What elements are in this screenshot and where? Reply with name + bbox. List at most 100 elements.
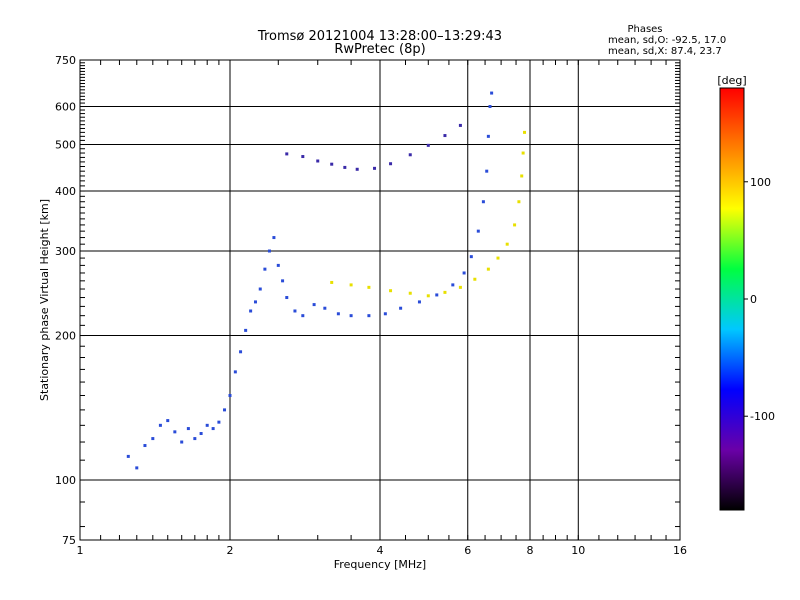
data-point bbox=[233, 370, 237, 374]
colorbar-tick-label: 100 bbox=[750, 176, 771, 189]
data-point bbox=[521, 151, 525, 155]
data-point bbox=[285, 152, 289, 156]
data-point bbox=[367, 285, 371, 289]
data-point bbox=[158, 423, 162, 427]
data-point bbox=[488, 105, 492, 109]
legend-heading: Phases bbox=[627, 24, 662, 35]
data-point bbox=[426, 294, 430, 298]
legend-line-x: mean, sd,X: 87.4, 23.7 bbox=[608, 46, 722, 57]
data-point bbox=[336, 312, 340, 316]
data-point bbox=[383, 312, 387, 316]
data-point bbox=[486, 134, 490, 138]
data-point bbox=[180, 440, 184, 444]
data-point bbox=[301, 155, 305, 159]
y-tick-label: 600 bbox=[55, 101, 76, 114]
data-point bbox=[316, 159, 320, 163]
data-point bbox=[228, 394, 232, 398]
data-point bbox=[244, 328, 248, 332]
y-tick-label: 400 bbox=[55, 185, 76, 198]
data-point bbox=[481, 200, 485, 204]
x-tick-label: 1 bbox=[77, 544, 84, 557]
data-point bbox=[517, 200, 521, 204]
data-point bbox=[486, 267, 490, 271]
y-tick-label: 100 bbox=[55, 474, 76, 487]
data-point bbox=[389, 289, 393, 293]
data-point bbox=[166, 419, 170, 423]
data-point bbox=[126, 454, 130, 458]
y-axis-label: Stationary phase Virtual Height [km] bbox=[38, 199, 51, 401]
data-point bbox=[490, 91, 494, 95]
data-point bbox=[330, 162, 334, 166]
phase-colorbar: [deg] 100 0 -100 bbox=[717, 74, 775, 511]
y-tick-label: 200 bbox=[55, 330, 76, 343]
data-points bbox=[126, 91, 527, 470]
data-point bbox=[349, 314, 353, 318]
colorbar-tick-label: 0 bbox=[750, 293, 757, 306]
data-point bbox=[211, 427, 215, 431]
data-point bbox=[349, 283, 353, 287]
data-point bbox=[199, 432, 203, 436]
data-point bbox=[496, 256, 500, 260]
data-point bbox=[367, 314, 371, 318]
data-point bbox=[143, 444, 147, 448]
y-tick-label: 750 bbox=[55, 54, 76, 67]
x-tick-label: 6 bbox=[464, 544, 471, 557]
data-point bbox=[301, 314, 305, 318]
data-point bbox=[443, 134, 447, 138]
x-tick-label: 4 bbox=[377, 544, 384, 557]
data-point bbox=[258, 287, 262, 291]
data-point bbox=[205, 423, 209, 427]
x-tick-label: 2 bbox=[227, 544, 234, 557]
chart-title: Tromsø 20121004 13:28:00–13:29:43 bbox=[257, 29, 502, 44]
data-point bbox=[399, 306, 403, 310]
data-point bbox=[408, 291, 412, 295]
data-point bbox=[239, 350, 243, 354]
data-point bbox=[223, 408, 227, 412]
data-point bbox=[193, 437, 197, 441]
data-point bbox=[151, 437, 155, 441]
data-point bbox=[373, 166, 377, 170]
data-point bbox=[473, 277, 477, 281]
data-point bbox=[186, 427, 190, 431]
data-point bbox=[426, 143, 430, 147]
data-point bbox=[451, 283, 455, 287]
data-point bbox=[253, 300, 257, 304]
data-point bbox=[458, 285, 462, 289]
data-point bbox=[249, 309, 253, 313]
data-point bbox=[355, 167, 359, 171]
plot-area: 1 2 4 6 8 10 16 75 100 200 300 400 500 600 750 bbox=[55, 54, 687, 557]
y-tick-label: 500 bbox=[55, 139, 76, 152]
data-point bbox=[276, 263, 280, 267]
data-point bbox=[330, 280, 334, 284]
chart-subtitle: RwPretec (8p) bbox=[334, 42, 425, 57]
data-point bbox=[476, 229, 480, 233]
colorbar-label: [deg] bbox=[717, 74, 746, 87]
colorbar-strip bbox=[719, 87, 745, 511]
data-point bbox=[263, 267, 267, 271]
x-axis-label: Frequency [MHz] bbox=[334, 558, 426, 571]
data-point bbox=[135, 466, 139, 470]
x-tick-label: 10 bbox=[571, 544, 585, 557]
data-point bbox=[217, 420, 221, 424]
y-tick-label: 300 bbox=[55, 245, 76, 258]
data-point bbox=[513, 223, 517, 227]
data-point bbox=[520, 174, 524, 178]
data-point bbox=[417, 300, 421, 304]
x-tick-label: 8 bbox=[527, 544, 534, 557]
legend-line-o: mean, sd,O: -92.5, 17.0 bbox=[608, 35, 726, 46]
data-point bbox=[443, 290, 447, 294]
data-point bbox=[173, 430, 177, 434]
y-tick-label: 75 bbox=[62, 534, 76, 547]
data-point bbox=[523, 130, 527, 134]
data-point bbox=[343, 165, 347, 169]
data-point bbox=[293, 309, 297, 313]
data-point bbox=[272, 236, 276, 240]
data-point bbox=[267, 249, 271, 253]
data-point bbox=[462, 271, 466, 275]
data-point bbox=[281, 279, 285, 283]
data-point bbox=[469, 255, 473, 259]
x-tick-label: 16 bbox=[673, 544, 687, 557]
data-point bbox=[485, 169, 489, 173]
data-point bbox=[323, 306, 327, 310]
